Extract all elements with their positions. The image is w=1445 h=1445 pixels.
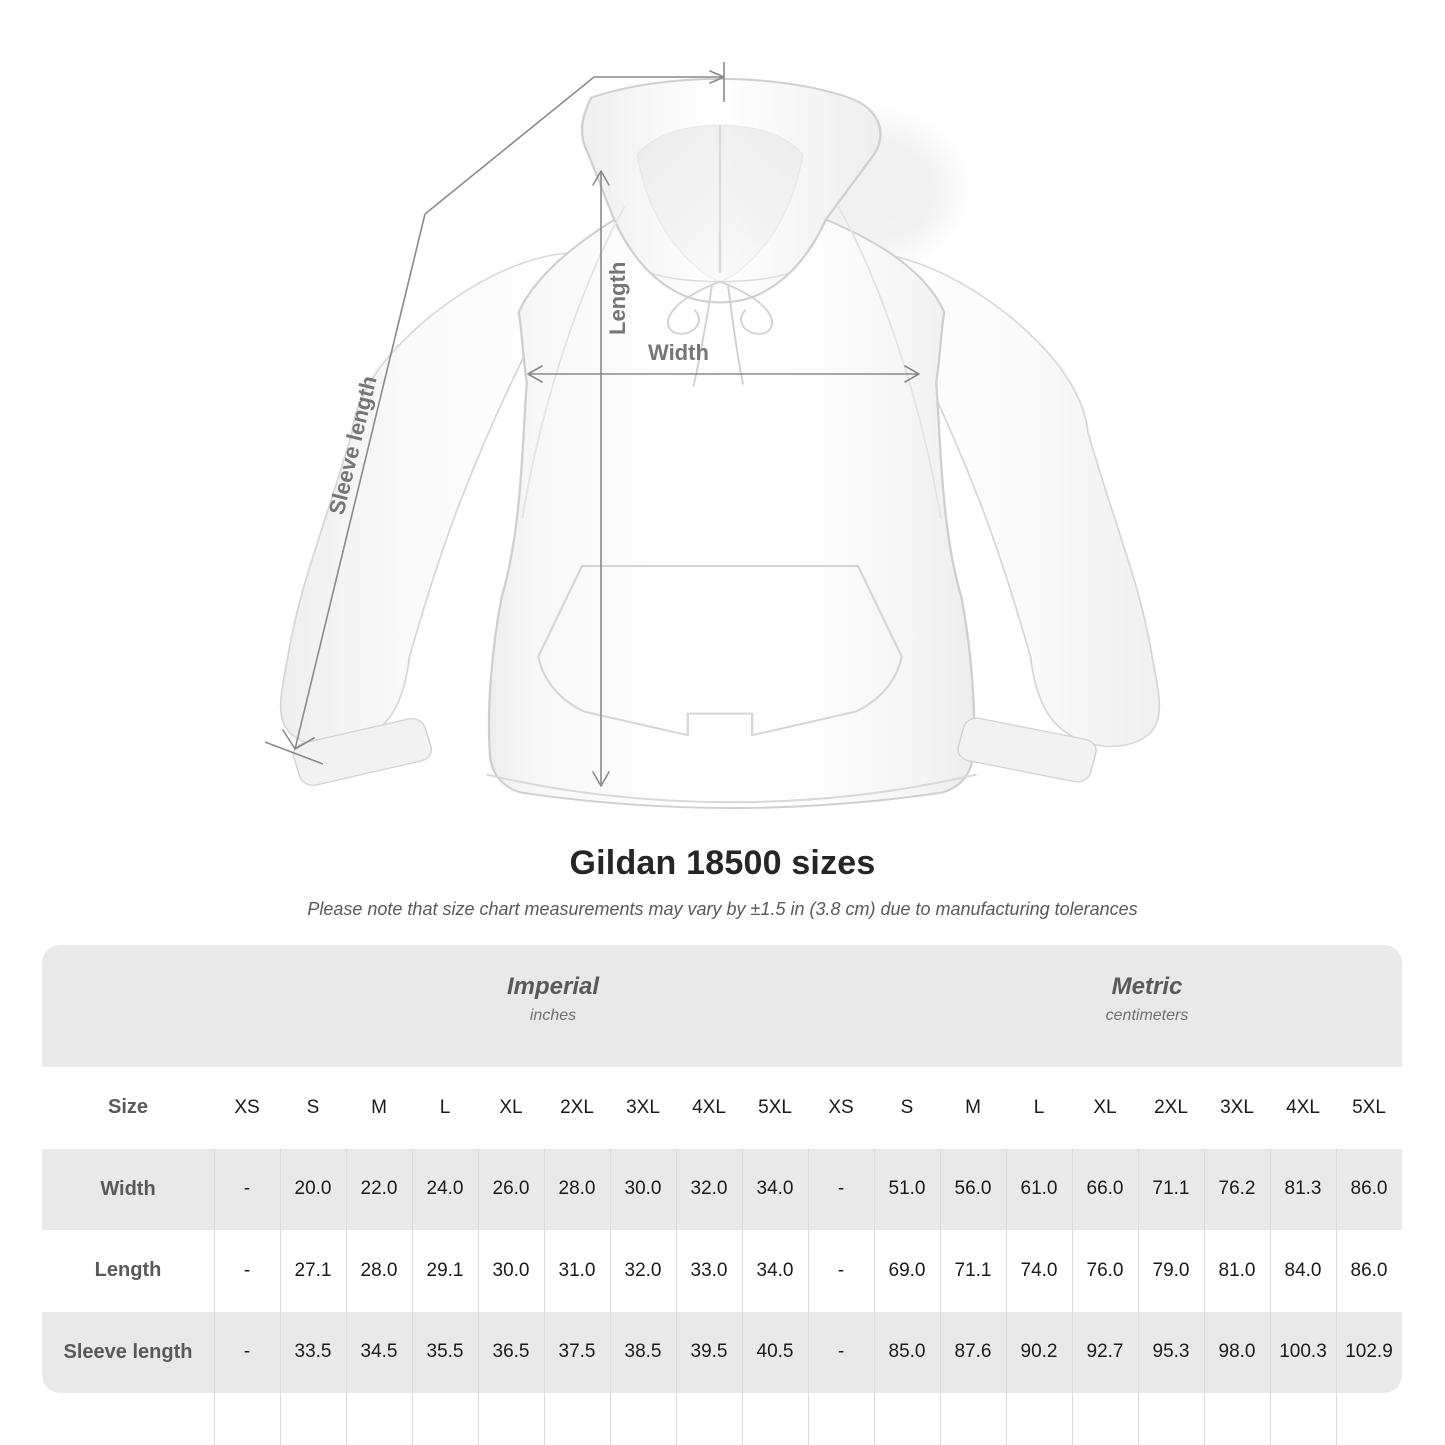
svg-text:Length: Length [605, 262, 630, 335]
svg-text:Width: Width [648, 340, 709, 365]
